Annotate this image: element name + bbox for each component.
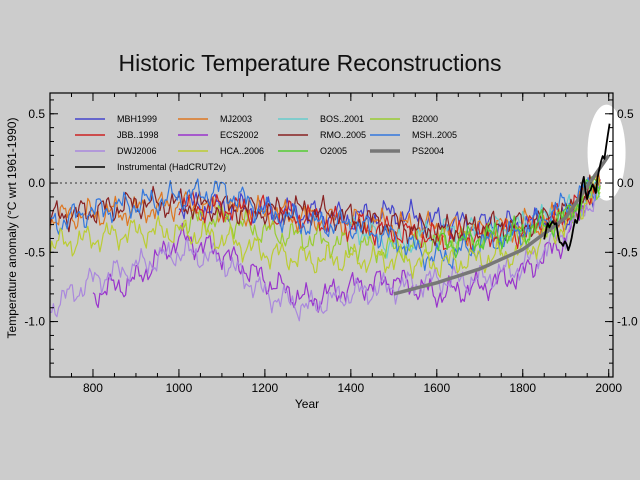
- legend-label: RMO..2005: [320, 130, 366, 140]
- series-line-hca-2006: [49, 176, 601, 279]
- y-tick-label-left: 0.5: [28, 107, 45, 121]
- y-tick-label-right: 0.5: [617, 107, 634, 121]
- x-tick-label: 1600: [423, 381, 450, 395]
- x-axis-label: Year: [295, 397, 319, 411]
- series-line-rmo-2005: [49, 174, 601, 247]
- y-tick-label-right: 0.0: [617, 176, 634, 190]
- x-tick-label: 1200: [252, 381, 279, 395]
- legend-label: HCA..2006: [220, 146, 264, 156]
- legend-label: JBB..1998: [117, 130, 159, 140]
- y-tick-label-right: -0.5: [617, 245, 638, 259]
- y-tick-label-left: 0.0: [28, 176, 45, 190]
- legend-label: DWJ2006: [117, 146, 157, 156]
- legend-label: MJ2003: [220, 114, 252, 124]
- series-line-ps2004: [393, 154, 611, 296]
- legend-label: MSH..2005: [412, 130, 457, 140]
- y-tick-label-left: -1.0: [24, 315, 45, 329]
- y-tick-label-right: -1.0: [617, 315, 638, 329]
- legend-label: B2000: [412, 114, 438, 124]
- series-line-msh-2005: [49, 177, 601, 271]
- series-line-jbb-1998: [178, 179, 601, 253]
- chart-title: Historic Temperature Reconstructions: [118, 50, 502, 76]
- y-tick-label-left: -0.5: [24, 245, 45, 259]
- legend-label: ECS2002: [220, 130, 259, 140]
- x-tick-label: 2000: [595, 381, 622, 395]
- series-line-instrumental-hadcrut2v: [543, 123, 611, 252]
- x-tick-label: 1800: [509, 381, 536, 395]
- plot-frame: [49, 92, 614, 378]
- legend-label: MBH1999: [117, 114, 157, 124]
- y-axis-label: Temperature anomaly (°C wrt 1961-1990): [5, 118, 19, 339]
- legend-label: Instrumental (HadCRUT2v): [117, 162, 226, 172]
- legend-label: BOS..2001: [320, 114, 364, 124]
- series-line-o2005: [436, 176, 601, 259]
- legend-label: O2005: [320, 146, 347, 156]
- legend-label: PS2004: [412, 146, 444, 156]
- x-tick-label: 1400: [337, 381, 364, 395]
- x-tick-label: 800: [83, 381, 103, 395]
- x-tick-label: 1000: [166, 381, 193, 395]
